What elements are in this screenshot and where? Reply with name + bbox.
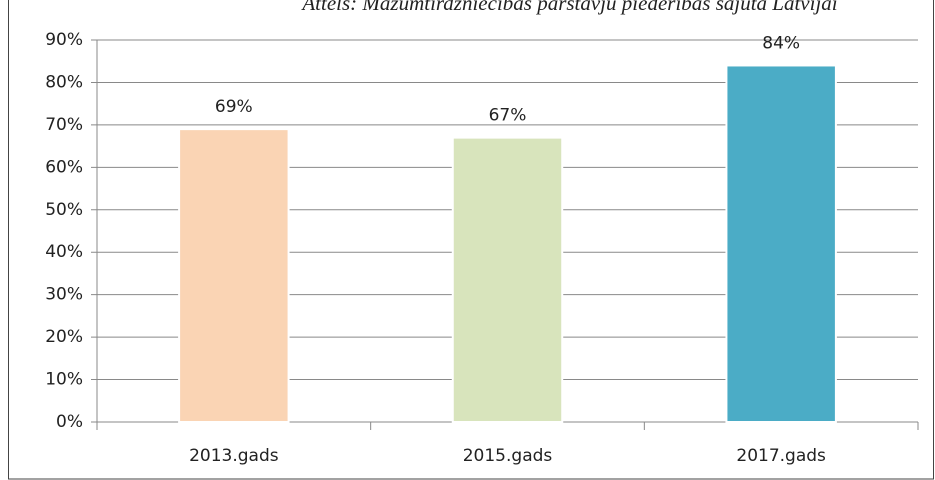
- y-tick-label: 0%: [56, 412, 83, 432]
- y-tick-label: 90%: [45, 30, 83, 50]
- y-tick-label: 20%: [45, 327, 83, 347]
- chart-title: Attēls: Mazumtirdzniecības pārstāvju pie…: [300, 0, 837, 15]
- y-tick-label: 70%: [45, 115, 83, 135]
- y-tick-label: 40%: [45, 242, 83, 262]
- y-tick-label: 30%: [45, 285, 83, 305]
- data-label: 67%: [489, 106, 527, 126]
- y-tick-label: 80%: [45, 72, 83, 92]
- data-label: 84%: [762, 33, 800, 53]
- x-tick-label: 2015.gads: [463, 446, 553, 466]
- bar: [725, 64, 837, 423]
- y-tick-label: 60%: [45, 157, 83, 177]
- bar: [178, 128, 290, 423]
- data-label: 69%: [215, 97, 253, 117]
- y-tick-label: 10%: [45, 370, 83, 390]
- y-tick-label: 50%: [45, 200, 83, 220]
- x-tick-label: 2017.gads: [736, 446, 826, 466]
- bar: [451, 136, 564, 423]
- x-tick-label: 2013.gads: [189, 446, 279, 466]
